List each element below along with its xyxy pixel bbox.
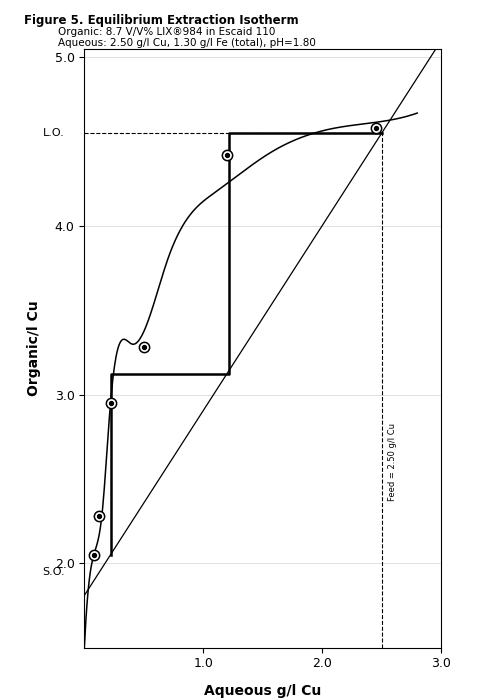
Point: [107, 398, 114, 409]
Text: Organic: 8.7 V/V% LIX®984 in Escaid 110: Organic: 8.7 V/V% LIX®984 in Escaid 110: [58, 27, 275, 37]
Point: [372, 122, 379, 134]
Point: [223, 150, 231, 161]
Point: [90, 550, 98, 561]
Point: [95, 510, 103, 522]
Text: Figure 5. Equilibrium Extraction Isotherm: Figure 5. Equilibrium Extraction Isother…: [24, 14, 299, 27]
Text: L.O.: L.O.: [43, 128, 65, 139]
Point: [372, 122, 379, 134]
Text: Feed = 2.50 g/l Cu: Feed = 2.50 g/l Cu: [388, 423, 397, 501]
Point: [140, 342, 147, 353]
Y-axis label: Organic/l Cu: Organic/l Cu: [27, 300, 41, 396]
Text: Aqueous: 2.50 g/l Cu, 1.30 g/l Fe (total), pH=1.80: Aqueous: 2.50 g/l Cu, 1.30 g/l Fe (total…: [58, 38, 316, 48]
Point: [90, 550, 98, 561]
Point: [140, 342, 147, 353]
Point: [107, 398, 114, 409]
Point: [95, 510, 103, 522]
Text: S.O.: S.O.: [42, 566, 65, 577]
X-axis label: Aqueous g/l Cu: Aqueous g/l Cu: [204, 684, 321, 698]
Point: [223, 150, 231, 161]
